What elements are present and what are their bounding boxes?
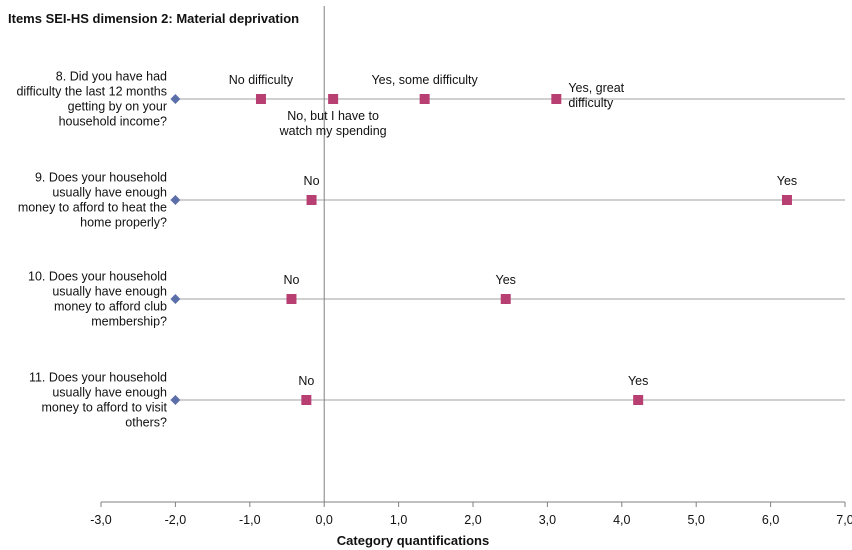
category-label: Yes [496,273,516,287]
item-label-line: others? [125,416,167,430]
category-label-line: difficulty [568,96,614,110]
item-label-line: 9. Does your household [35,171,167,185]
category-label: No, but I have to watch my spending [279,109,387,138]
item-label: 10. Does your household usually have enou… [28,270,167,329]
category-point [500,294,511,304]
item-anchor-diamond [170,395,181,405]
x-tick-label: 6,0 [762,513,779,527]
category-point [419,94,430,104]
category-point [328,94,339,104]
x-axis-ticks: -3,0 -2,0 -1,0 0,0 1,0 2,0 3,0 4,0 5,0 6,0 7,0 [90,502,852,527]
item-label-line: 10. Does your household [28,270,167,284]
category-label: Yes [628,374,648,388]
category-label-line: No [298,374,314,388]
category-point [633,395,644,405]
x-tick-label: 1,0 [390,513,407,527]
item-label-line: usually have enough [52,285,167,299]
item-label-line: money to afford to visit [41,401,167,415]
item-label-line: 11. Does your household [29,371,167,385]
category-label-line: Yes [777,174,797,188]
category-point [306,195,317,205]
x-axis-label: Category quantifications [337,533,489,548]
category-label: No difficulty [229,73,294,87]
item-label-line: getting by on your [68,100,167,114]
category-labels: No difficulty No, but I have to watch my s… [229,73,797,388]
x-tick-label: 7,0 [836,513,852,527]
category-label-line: No, but I have to [287,109,379,123]
category-label-line: Yes, some difficulty [371,73,478,87]
category-label-line: Yes [628,374,648,388]
item-labels: 8. Did you have had difficulty the last 1… [16,70,167,430]
category-point [781,195,792,205]
category-label-line: Yes [496,273,516,287]
x-tick-label: 4,0 [613,513,630,527]
category-label: No [283,273,299,287]
item-label-line: money to afford to heat the [18,201,167,215]
item-label: 8. Did you have had difficulty the last 1… [16,70,167,129]
x-tick-label: 0,0 [316,513,333,527]
x-tick-label: -2,0 [165,513,187,527]
item-label-line: household income? [59,115,167,129]
item-anchor-diamond [170,94,181,104]
item-label-line: home properly? [80,216,167,230]
category-point [551,94,562,104]
category-point [286,294,297,304]
category-label-line: watch my spending [279,124,387,138]
item-label-line: money to afford club [54,300,167,314]
category-label-line: No [304,174,320,188]
item-label-line: membership? [91,315,167,329]
item-label-line: 8. Did you have had [56,70,167,84]
x-tick-label: -3,0 [90,513,112,527]
item-label-line: usually have enough [52,386,167,400]
item-anchor-diamond [170,195,181,205]
item-label: 11. Does your household usually have enou… [29,371,168,430]
item-label: 9. Does your household usually have enoug… [18,171,167,230]
category-label-line: Yes, great [568,81,624,95]
x-tick-label: 3,0 [539,513,556,527]
category-label-line: No [283,273,299,287]
item-label-line: usually have enough [52,186,167,200]
item-lines [175,98,845,401]
item-anchor-diamond [170,294,181,304]
category-point [255,94,266,104]
x-tick-label: 5,0 [688,513,705,527]
item-label-line: difficulty the last 12 months [16,85,167,99]
x-tick-label: -1,0 [239,513,261,527]
category-point [301,395,312,405]
category-label: No [298,374,314,388]
category-label: Yes [777,174,797,188]
data-points [170,94,792,405]
category-label: Yes, great difficulty [568,81,624,110]
category-label: No [304,174,320,188]
x-tick-label: 2,0 [464,513,481,527]
category-label-line: No difficulty [229,73,294,87]
category-label: Yes, some difficulty [371,73,478,87]
chart-title: Items SEI-HS dimension 2: Material depri… [8,11,299,26]
